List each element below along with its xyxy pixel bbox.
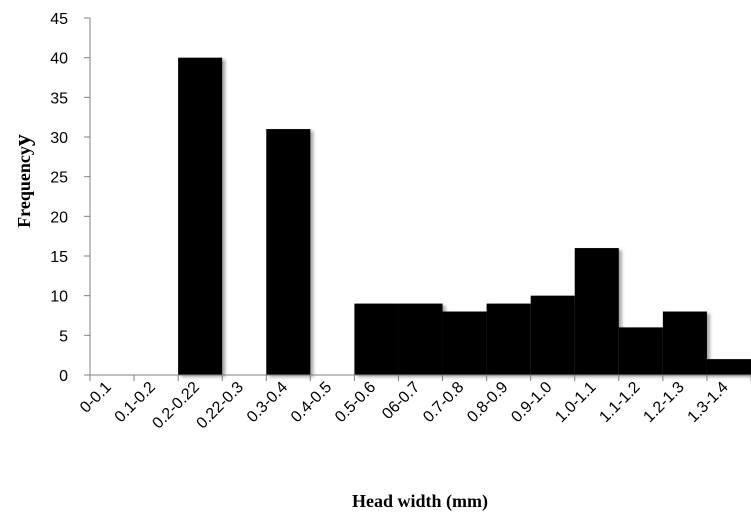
x-axis: 0-0.10.1-0.20.2-0.220.22-0.30.3-0.40.4-0…	[77, 374, 751, 433]
y-tick-label: 15	[50, 249, 68, 266]
y-tick-label: 10	[50, 289, 68, 306]
y-tick-label: 25	[50, 170, 68, 187]
y-tick-label: 20	[50, 209, 68, 226]
bar-0.7-0.8	[442, 311, 487, 375]
x-tick-label: 0.7-0.8	[420, 379, 467, 426]
y-tick-label: 5	[59, 328, 68, 345]
x-tick-label: 1.3-1.4	[685, 379, 732, 426]
bar-0.8-0.9	[486, 303, 531, 375]
bar-1.2-1.3	[662, 311, 707, 375]
y-tick-label: 40	[50, 51, 68, 68]
bar-06-0.7	[398, 303, 443, 375]
x-tick-label: 1.2-1.3	[640, 379, 687, 426]
x-tick-label: 1.0-1.1	[552, 379, 599, 426]
y-tick-label: 30	[50, 130, 68, 147]
bar-0.3-0.4	[266, 129, 311, 375]
y-axis: 0 5 10 15 20 25 30 35 40 45	[50, 11, 91, 385]
x-tick-label: 0.9-1.0	[508, 379, 555, 426]
y-tick-label: 45	[50, 11, 68, 28]
bar-0.2-0.22	[178, 57, 223, 376]
bar-0.5-0.6	[354, 303, 399, 375]
x-tick-label: 0.8-0.9	[464, 379, 511, 426]
bar-1.3-1.4	[706, 359, 751, 375]
x-tick-label: 06-0.7	[379, 379, 423, 423]
y-axis-title-main: Frequency	[14, 146, 34, 228]
bar-group	[178, 57, 751, 376]
x-tick-label: 0.2-0.22	[149, 379, 203, 433]
y-axis-title-suffix: y	[10, 134, 36, 146]
x-tick-label: 0.22-0.3	[194, 379, 248, 433]
x-tick-label: 0.5-0.6	[332, 379, 379, 426]
x-axis-title: Head width (mm)	[352, 491, 488, 512]
bar-1.1-1.2	[618, 327, 663, 375]
bar-1.0-1.1	[574, 248, 619, 375]
bar-0.9-1.0	[530, 295, 575, 375]
x-tick-label: 0.3-0.4	[244, 379, 291, 426]
x-tick-label: 1.1-1.2	[596, 379, 643, 426]
y-tick-label: 0	[59, 368, 68, 385]
x-tick-label: 0-0.1	[77, 379, 115, 417]
y-axis-title: Frequencyy	[10, 134, 36, 228]
x-tick-label: 0.4-0.5	[288, 379, 335, 426]
y-tick-label: 35	[50, 90, 68, 107]
